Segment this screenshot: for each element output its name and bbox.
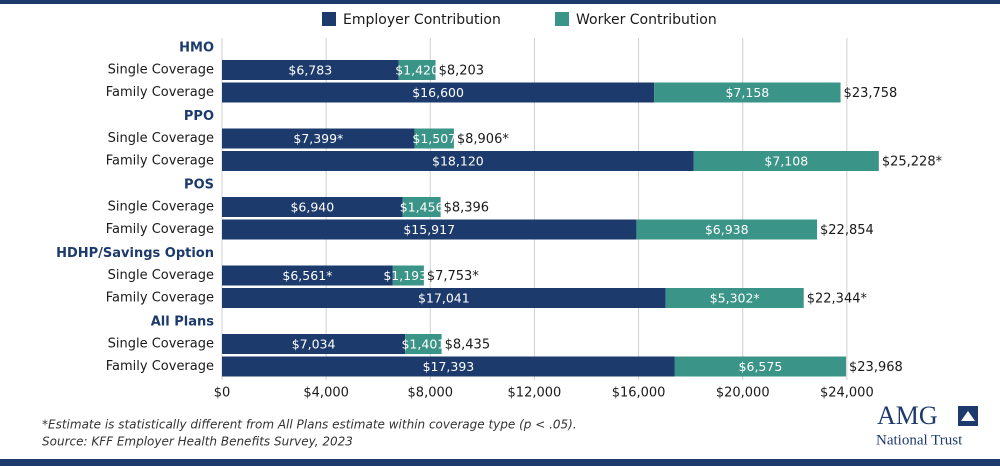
y-tick-label: Single Coverage (108, 131, 214, 146)
group-label: POS (184, 178, 214, 193)
bar-segment (222, 151, 694, 171)
bar-segment (392, 265, 424, 286)
bar-value-label: $7,158 (725, 85, 769, 100)
bar-value-label: $7,108 (764, 154, 808, 169)
bar-value-label: $17,393 (423, 359, 475, 374)
y-tick-label: Single Coverage (108, 200, 214, 215)
bar-value-label: $16,600 (412, 85, 464, 100)
total-label: $22,344* (807, 292, 868, 307)
bottom-border (0, 459, 1000, 466)
total-label: $8,906* (457, 132, 509, 147)
bar-value-label: $6,561* (282, 268, 332, 283)
bar-value-label: $6,783 (288, 63, 332, 78)
legend-label: Employer Contribution (343, 12, 501, 28)
bar-segment (654, 82, 841, 103)
x-tick-label: $8,000 (408, 386, 454, 401)
bar-segment (222, 60, 399, 80)
x-tick-label: $16,000 (612, 386, 666, 401)
bar-segment (414, 128, 454, 149)
group-label: All Plans (151, 315, 215, 330)
legend-label: Worker Contribution (576, 12, 717, 28)
x-tick-label: $4,000 (303, 386, 349, 401)
bar-segment (405, 334, 442, 354)
group-label: HMO (179, 41, 214, 56)
logo-subtitle: National Trust (876, 432, 963, 448)
bar-segment (674, 356, 847, 377)
bar-segment (222, 82, 655, 103)
bar-value-label: $7,399* (293, 131, 343, 146)
bar-segment (665, 288, 804, 308)
bar-segment (222, 128, 415, 149)
total-label: $23,758 (844, 86, 898, 101)
bar-value-label: $1,193* (383, 268, 433, 283)
bar-value-label: $1,401 (401, 337, 445, 352)
bar-value-label: $6,940 (290, 200, 334, 215)
bar-value-label: $7,034 (292, 337, 336, 352)
group-label: HDHP/Savings Option (56, 246, 214, 261)
bar-segment (222, 356, 675, 377)
legend-swatch (555, 12, 569, 26)
y-tick-label: Single Coverage (108, 337, 214, 352)
bar-segment (402, 197, 441, 217)
bar-value-label: $5,302* (710, 291, 760, 306)
bar-segment (222, 219, 637, 240)
bar-segment (636, 219, 818, 240)
bar-value-label: $6,575 (739, 359, 783, 374)
total-label: $25,228* (882, 155, 943, 170)
x-tick-label: $0 (214, 386, 231, 401)
bar-value-label: $15,917 (403, 222, 455, 237)
bar-value-label: $1,456 (400, 200, 444, 215)
bar-value-label: $1,507 (412, 131, 456, 146)
bar-segment (222, 265, 393, 286)
total-label: $23,968 (849, 360, 903, 375)
bar-value-label: $6,938 (705, 222, 749, 237)
y-tick-label: Family Coverage (106, 85, 214, 100)
bar-value-label: $17,041 (418, 291, 470, 306)
top-border (0, 0, 1000, 4)
bar-segment (398, 60, 436, 80)
bar-segment (222, 197, 403, 217)
total-label: $7,753* (427, 269, 479, 284)
x-tick-label: $12,000 (508, 386, 562, 401)
y-tick-label: Single Coverage (108, 268, 214, 283)
x-tick-label: $24,000 (820, 386, 874, 401)
x-tick-label: $20,000 (716, 386, 770, 401)
bar-value-label: $1,420 (395, 63, 439, 78)
bar-segment (222, 334, 406, 354)
y-tick-label: Family Coverage (106, 291, 214, 306)
logo-icon-mark (961, 411, 975, 421)
total-label: $22,854 (820, 223, 874, 238)
logo-name: AMG (877, 401, 938, 430)
source: Source: KFF Employer Health Benefits Sur… (42, 435, 353, 449)
footnote: *Estimate is statistically different fro… (42, 418, 577, 432)
y-tick-label: Family Coverage (106, 359, 214, 374)
total-label: $8,396 (444, 201, 490, 216)
legend-swatch (322, 12, 336, 26)
y-tick-label: Family Coverage (106, 222, 214, 237)
bar-value-label: $18,120 (432, 154, 484, 169)
bar-segment (693, 151, 879, 171)
total-label: $8,435 (445, 338, 491, 353)
group-label: PPO (184, 109, 214, 124)
y-tick-label: Single Coverage (108, 63, 214, 78)
total-label: $8,203 (439, 64, 485, 79)
bar-segment (222, 288, 666, 308)
y-tick-label: Family Coverage (106, 154, 214, 169)
